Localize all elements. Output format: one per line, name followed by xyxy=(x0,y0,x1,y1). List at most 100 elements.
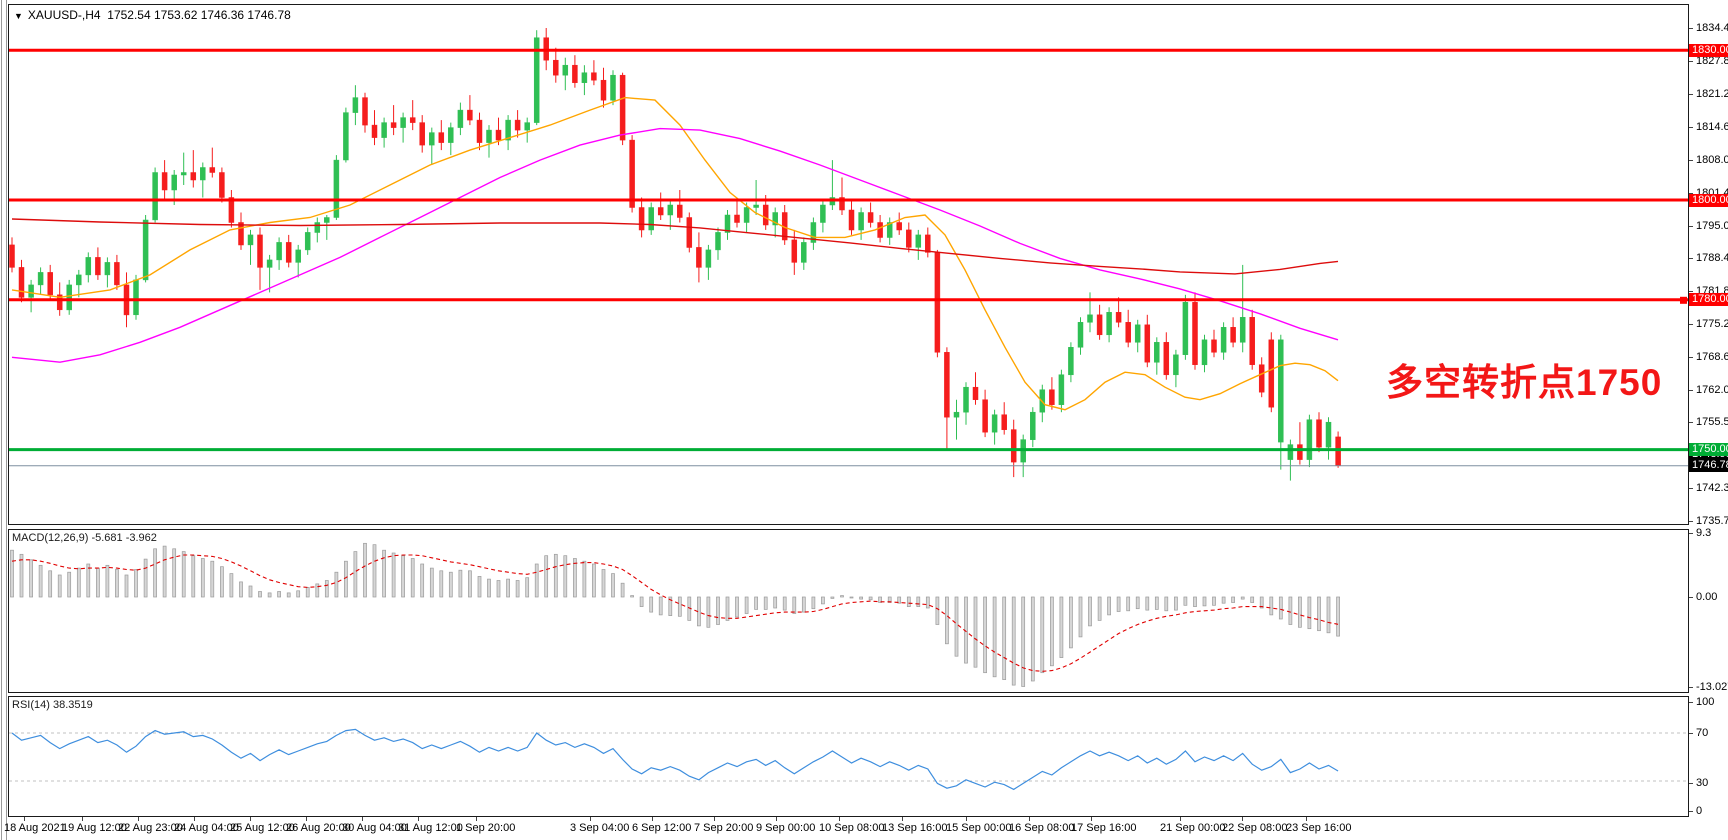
price-axis-tick: 1742.35 xyxy=(1696,482,1728,494)
time-axis-tick xyxy=(418,817,419,821)
time-axis-label: 26 Aug 20:00 xyxy=(286,822,351,834)
moving-averages xyxy=(11,96,1339,411)
time-axis-tick xyxy=(1306,817,1307,821)
price-axis-tick: 1834.45 xyxy=(1696,22,1728,34)
ma-fast-orange xyxy=(11,96,1339,411)
time-axis-tick xyxy=(362,817,363,821)
price-badge-1800.00: 1800.00 xyxy=(1689,193,1728,207)
rsi-axis-tick-dash xyxy=(1689,783,1693,784)
macd-axis-tick-dash xyxy=(1689,597,1693,598)
time-axis-tick xyxy=(966,817,967,821)
time-axis-label: 10 Sep 08:00 xyxy=(819,822,885,834)
price-axis-tick: 1795.00 xyxy=(1696,220,1728,232)
price-axis-tick-dash xyxy=(1689,28,1693,29)
time-axis-tick xyxy=(1091,817,1092,821)
time-axis-tick xyxy=(24,817,25,821)
price-axis-tick: 1755.55 xyxy=(1696,416,1728,428)
time-axis-tick xyxy=(1242,817,1243,821)
price-axis-tick: 1762.00 xyxy=(1696,384,1728,396)
time-axis-label: 19 Aug 12:00 xyxy=(62,822,127,834)
rsi-axis-tick: 70 xyxy=(1696,727,1709,739)
price-axis-tick-dash xyxy=(1689,390,1693,391)
time-axis-tick xyxy=(194,817,195,821)
time-axis-label: 9 Sep 00:00 xyxy=(756,822,816,834)
price-badge-1830.00: 1830.00 xyxy=(1689,43,1728,57)
time-axis-label: 30 Aug 04:00 xyxy=(342,822,407,834)
main-chart-panel[interactable] xyxy=(8,4,1689,525)
price-axis-tick-dash xyxy=(1689,258,1693,259)
price-badge-1746.78: 1746.78 xyxy=(1689,459,1728,473)
price-badge-1750.00: 1750.00 xyxy=(1689,443,1728,457)
time-axis-label: 31 Aug 12:00 xyxy=(398,822,463,834)
price-axis-tick-dash xyxy=(1689,488,1693,489)
ohlc-values: 1752.54 1753.62 1746.36 1746.78 xyxy=(107,8,291,22)
price-badge-1780.00: 1780.00 xyxy=(1689,293,1728,307)
rsi-axis-tick-dash xyxy=(1689,811,1693,812)
time-axis-tick xyxy=(652,817,653,821)
window-left-edge xyxy=(1,0,2,840)
price-axis-tick: 1768.60 xyxy=(1696,351,1728,363)
time-axis-label: 13 Sep 16:00 xyxy=(882,822,948,834)
chart-ohlc-header: ▼ XAUUSD-,H4 1752.54 1753.62 1746.36 1746… xyxy=(14,8,291,22)
price-axis-tick-dash xyxy=(1689,160,1693,161)
price-axis-tick-dash xyxy=(1689,422,1693,423)
macd-axis-tick: 9.3 xyxy=(1696,527,1712,539)
rsi-canvas[interactable] xyxy=(8,696,1689,817)
macd-signal-line xyxy=(11,554,1339,672)
rsi-panel[interactable] xyxy=(8,696,1689,817)
time-axis-label: 21 Sep 00:00 xyxy=(1160,822,1226,834)
line-endpoint-handle xyxy=(1680,296,1687,304)
price-axis-tick-dash xyxy=(1689,127,1693,128)
time-axis-tick xyxy=(902,817,903,821)
time-axis[interactable]: 18 Aug 2021 19 Aug 12:00 22 Aug 23:00 24 Au… xyxy=(0,817,1690,840)
rsi-axis-tick: 30 xyxy=(1696,777,1709,789)
price-axis-tick-dash xyxy=(1689,94,1693,95)
time-axis-tick xyxy=(714,817,715,821)
time-axis-tick xyxy=(776,817,777,821)
symbol-dropdown-icon[interactable]: ▼ xyxy=(14,11,23,21)
macd-histogram xyxy=(10,542,1340,687)
time-axis-label: 3 Sep 04:00 xyxy=(570,822,630,834)
time-axis-label: 17 Sep 16:00 xyxy=(1071,822,1137,834)
rsi-axis-tick: 100 xyxy=(1696,696,1715,708)
price-axis[interactable]: 1834.451827.851821.251814.651808.051801.… xyxy=(1689,0,1728,840)
rsi-label: RSI(14) 38.3519 xyxy=(12,699,93,711)
time-axis-label: 6 Sep 12:00 xyxy=(632,822,692,834)
time-axis-label: 15 Sep 00:00 xyxy=(946,822,1012,834)
price-axis-tick-dash xyxy=(1689,61,1693,62)
time-axis-label: 24 Aug 04:00 xyxy=(174,822,239,834)
time-axis-label: 22 Aug 23:00 xyxy=(118,822,183,834)
time-axis-tick xyxy=(82,817,83,821)
main-chart-canvas[interactable] xyxy=(8,4,1689,525)
price-axis-tick-dash xyxy=(1689,291,1693,292)
price-axis-tick: 1827.85 xyxy=(1696,55,1728,67)
price-axis-tick: 1821.25 xyxy=(1696,88,1728,100)
time-axis-label: 22 Sep 08:00 xyxy=(1222,822,1288,834)
horizontal-level-lines[interactable] xyxy=(9,48,1688,467)
time-axis-label: 25 Aug 12:00 xyxy=(230,822,295,834)
macd-axis-tick-dash xyxy=(1689,687,1693,688)
time-axis-label: 16 Sep 08:00 xyxy=(1009,822,1075,834)
time-axis-tick xyxy=(476,817,477,821)
time-axis-tick xyxy=(590,817,591,821)
time-axis-tick xyxy=(1029,817,1030,821)
ma-long-red xyxy=(11,218,1339,275)
price-axis-tick: 1814.65 xyxy=(1696,121,1728,133)
price-axis-tick: 1735.75 xyxy=(1696,515,1728,527)
macd-canvas[interactable] xyxy=(8,529,1689,693)
time-axis-label: 23 Sep 16:00 xyxy=(1286,822,1352,834)
macd-label: MACD(12,26,9) -5.681 -3.962 xyxy=(12,532,157,544)
time-axis-label: 18 Aug 2021 xyxy=(4,822,66,834)
rsi-axis-tick-dash xyxy=(1689,702,1693,703)
rsi-line xyxy=(11,728,1339,791)
macd-panel[interactable] xyxy=(8,529,1689,693)
price-axis-tick: 1788.40 xyxy=(1696,252,1728,264)
macd-axis-tick: -13.027 xyxy=(1696,681,1728,693)
price-axis-tick-dash xyxy=(1689,226,1693,227)
time-axis-label: 1 Sep 20:00 xyxy=(456,822,516,834)
macd-axis-tick-dash xyxy=(1689,533,1693,534)
rsi-axis-tick-dash xyxy=(1689,733,1693,734)
price-axis-tick: 1775.20 xyxy=(1696,318,1728,330)
candlestick-series xyxy=(9,28,1341,481)
